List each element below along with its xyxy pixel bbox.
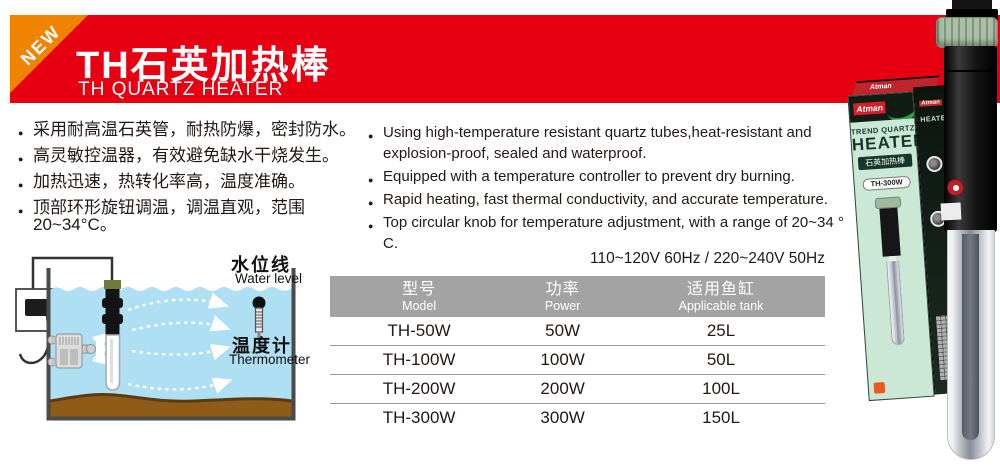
heater-dial	[947, 179, 964, 196]
feature-item-zh: 加热迅速，热转化率高，温度准确。	[18, 173, 363, 194]
box-front-header: Atman	[848, 92, 915, 123]
heater-adjust-ring	[936, 17, 998, 48]
features-list-zh: 采用耐高温石英管，耐热防爆，密封防水。 高灵敏控温器，有效避免缺水干烧发生。 加…	[18, 121, 363, 242]
feature-item-zh: 顶部环形旋钮调温，调温直观，范围20~34°C。	[18, 199, 363, 233]
feature-item-en: Using high-temperature resistant quartz …	[368, 122, 850, 164]
page-subtitle: TH QUARTZ HEATER	[78, 79, 284, 100]
certification-logo	[873, 381, 886, 394]
product-heater-photo	[930, 0, 1000, 462]
heater-icon	[102, 280, 123, 391]
page-title: TH石英加热棒	[76, 45, 331, 87]
water-level-label-en: Water level	[235, 271, 303, 286]
thermometer-label-zh: 温度计	[232, 336, 292, 356]
table-row: TH-100W 100W 50L	[330, 346, 825, 375]
header-banner: NEW TH石英加热棒 TH QUARTZ HEATER	[10, 15, 1000, 103]
aquarium-diagram	[15, 256, 296, 421]
heater-body	[944, 46, 997, 232]
feature-item-en: Equipped with a temperature controller t…	[368, 166, 850, 191]
table-row: TH-50W 50W 25L	[330, 317, 825, 346]
filter-pump-icon	[47, 333, 96, 369]
feature-item-zh: 采用耐高温石英管，耐热防爆，密封防水。	[18, 121, 363, 142]
table-row: TH-300W 300W 150L	[382, 408, 740, 427]
voltage-spec: 110~120V 60Hz / 220~240V 50Hz	[590, 250, 825, 267]
spec-table: 型号 Model 功率 Power 适用鱼缸 Applicable tank T…	[330, 276, 825, 432]
brand-logo: Atman	[869, 82, 892, 92]
column-header-model: 型号 Model	[402, 280, 437, 313]
heater-flange	[946, 9, 998, 20]
heater-seam	[944, 70, 997, 72]
feature-item-zh: 高灵敏控温器，有效避免缺水干烧发生。	[18, 147, 363, 168]
spec-table-header: 型号 Model 功率 Power 适用鱼缸 Applicable tank	[330, 276, 825, 317]
water-level-label-zh: 水位线	[231, 255, 291, 275]
mini-heater-body	[879, 207, 901, 257]
green-swoosh	[881, 92, 915, 123]
mini-heater-tube	[885, 260, 905, 346]
features-list-en: Using high-temperature resistant quartz …	[368, 122, 850, 256]
box-model-badge: TH-300W	[862, 175, 912, 192]
power-cord	[31, 256, 114, 290]
column-header-tank: 适用鱼缸 Applicable tank	[678, 280, 764, 313]
feature-item-en: Rapid heating, fast thermal conductivity…	[368, 189, 850, 214]
table-row: TH-200W 200W 100L	[330, 375, 825, 404]
heater-quartz-tube	[947, 230, 995, 460]
water-flow-arrows	[127, 292, 233, 394]
feature-item-en: Top circular knob for temperature adjust…	[368, 212, 850, 254]
column-header-power: 功率 Power	[544, 280, 581, 313]
thermometer-label-en: Thermometer	[229, 352, 311, 367]
thermometer-icon	[252, 296, 266, 341]
new-ribbon	[10, 15, 88, 93]
box-heater-illustration	[873, 196, 913, 346]
tank-walls	[46, 268, 296, 421]
box-product-name-zh: 石英加热棒	[857, 153, 913, 171]
dial-indicator-dot	[953, 185, 959, 191]
heater-label	[940, 202, 962, 221]
brand-logo: Atman	[852, 101, 887, 116]
heater-element-core	[962, 234, 979, 440]
